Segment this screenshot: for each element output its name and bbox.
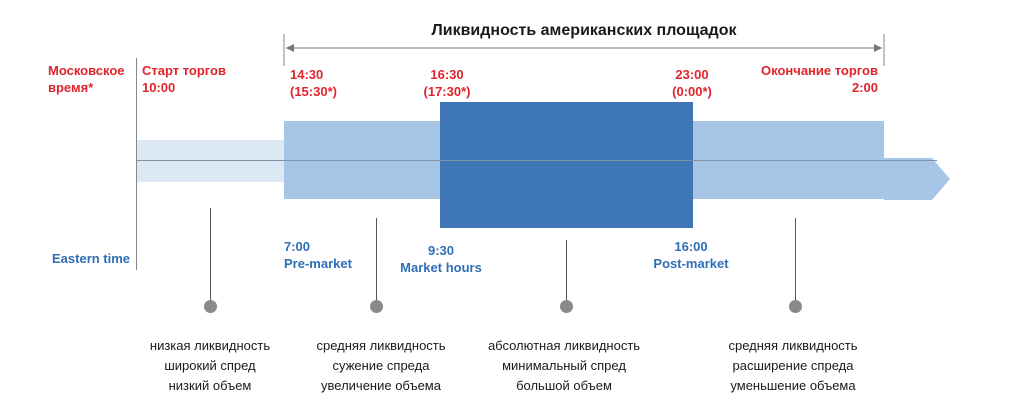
time-premarket: 7:00 Pre-market — [284, 239, 352, 271]
connector-line-1 — [210, 208, 211, 300]
connector-dot-3 — [560, 300, 573, 313]
time-2300: 23:00 (0:00*) — [672, 67, 712, 99]
diagram-title: Ликвидность американских площадок — [431, 22, 737, 39]
band-high-liquidity — [440, 102, 693, 228]
moscow-time-label: Московское время* — [48, 63, 125, 95]
connector-line-4 — [795, 218, 796, 300]
connector-line-2 — [376, 218, 377, 300]
time-postmarket: 16:00 Post-market — [653, 239, 729, 271]
description-low-liquidity: низкая ликвидность широкий спред низкий об… — [149, 338, 271, 393]
eastern-time-label: Eastern time — [52, 251, 131, 266]
band-low-liquidity — [137, 140, 284, 182]
connector-dot-1 — [204, 300, 217, 313]
timeline-axis — [137, 160, 937, 161]
connector-dot-4 — [789, 300, 802, 313]
timeline-arrowhead — [884, 158, 950, 200]
description-absolute-liquidity: абсолютная ликвидность минимальный спред б… — [487, 338, 641, 393]
connector-dot-2 — [370, 300, 383, 313]
connector-line-3 — [566, 240, 567, 300]
time-1630: 16:30 (17:30*) — [423, 67, 471, 99]
left-divider — [136, 58, 137, 270]
description-medium-liquidity-falling: средняя ликвидность расширение спреда умен… — [728, 338, 858, 393]
time-1430: 14:30 (15:30*) — [290, 67, 337, 99]
time-end-trading: Окончание торгов 2:00 — [761, 63, 878, 95]
time-start-trading: Старт торгов 10:00 — [142, 63, 226, 95]
description-medium-liquidity-rising: средняя ликвидность сужение спреда увеличе… — [316, 338, 446, 393]
time-market-hours: 9:30 Market hours — [400, 243, 482, 275]
